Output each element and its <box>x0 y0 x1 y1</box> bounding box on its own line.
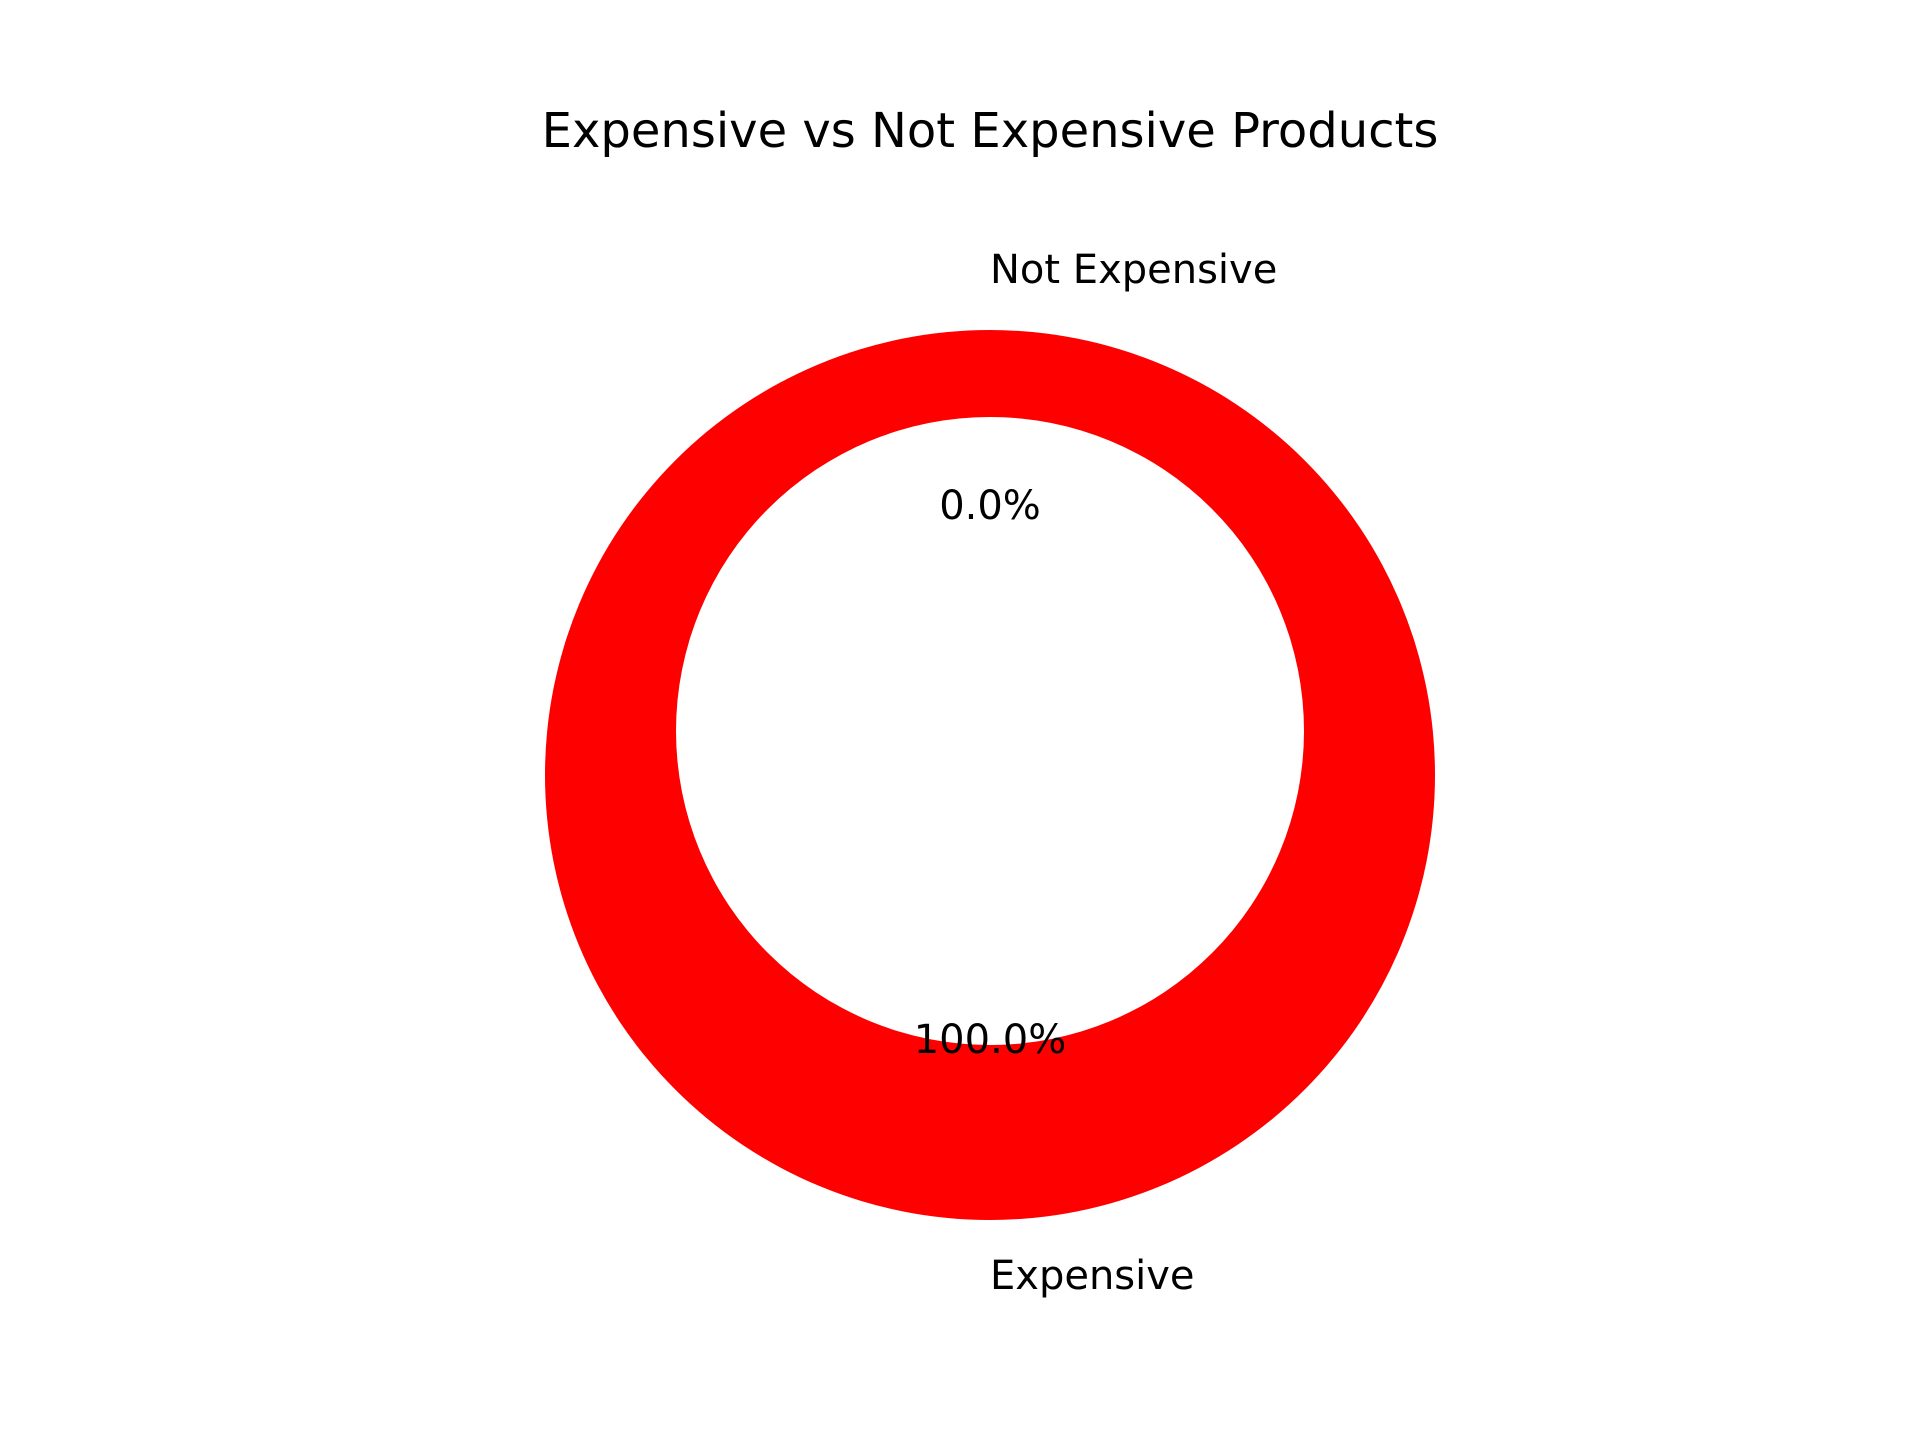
chart-title: Expensive vs Not Expensive Products <box>542 103 1439 159</box>
percent-label-expensive: 100.0% <box>914 1017 1067 1063</box>
donut-hole <box>676 417 1304 1045</box>
donut-chart <box>545 330 1435 1220</box>
percent-label-not-expensive: 0.0% <box>939 483 1041 529</box>
slice-labels: Not Expensive 0.0% Expensive 100.0% <box>914 247 1278 1299</box>
slice-label-not-expensive: Not Expensive <box>990 247 1277 293</box>
slice-label-expensive: Expensive <box>990 1253 1195 1299</box>
